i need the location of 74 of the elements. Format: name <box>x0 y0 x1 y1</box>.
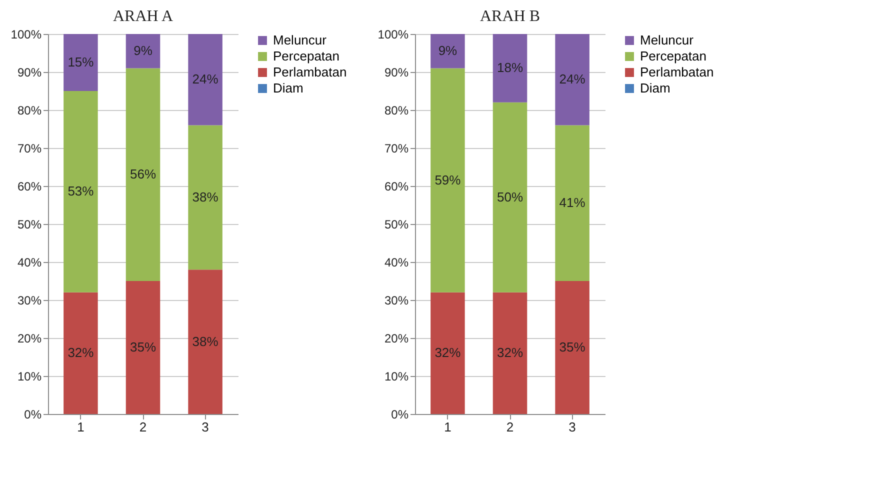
bar <box>188 125 222 270</box>
chart-title: ARAH B <box>480 8 540 25</box>
data-label: 56% <box>130 166 156 182</box>
y-tick-label: 20% <box>17 332 42 346</box>
x-tick-label: 1 <box>444 420 452 434</box>
bar <box>64 34 98 91</box>
y-tick-label: 10% <box>17 370 42 384</box>
y-tick-label: 40% <box>384 256 409 270</box>
data-label: 38% <box>192 189 219 204</box>
bar <box>430 68 465 292</box>
bar <box>555 125 590 281</box>
y-tick-label: 40% <box>17 256 42 270</box>
data-label: 24% <box>192 72 219 87</box>
x-tick-label: 3 <box>202 420 209 434</box>
legend-label: Percepatan <box>273 48 340 64</box>
bar <box>492 292 528 414</box>
y-tick-label: 60% <box>17 180 42 194</box>
bar <box>555 281 590 414</box>
bar <box>126 34 160 68</box>
data-label: 35% <box>130 340 156 354</box>
data-label: 18% <box>496 60 524 76</box>
y-tick-label: 90% <box>384 66 409 80</box>
bar <box>492 102 528 292</box>
bar <box>188 34 222 126</box>
y-tick-label: 0% <box>391 408 409 422</box>
x-tick-label: 3 <box>568 420 576 434</box>
legend-label: Perlambatan <box>273 64 347 80</box>
chart-title: ARAH A <box>112 8 174 25</box>
data-label: 41% <box>559 195 586 210</box>
x-tick-label: 2 <box>139 420 147 434</box>
y-tick-label: 0% <box>24 408 42 422</box>
y-tick-label: 90% <box>17 66 42 80</box>
bar <box>64 91 98 292</box>
bar <box>492 34 528 102</box>
data-label: 38% <box>192 334 219 349</box>
data-label: 15% <box>68 54 94 70</box>
y-tick-label: 30% <box>17 294 42 308</box>
y-tick-label: 100% <box>378 28 409 42</box>
data-label: 32% <box>68 345 94 360</box>
bar <box>126 68 160 281</box>
y-tick-label: 70% <box>17 142 42 156</box>
y-tick-label: 50% <box>384 218 409 232</box>
bar <box>64 292 98 414</box>
y-tick-label: 50% <box>17 218 42 232</box>
bar <box>430 292 465 414</box>
bar <box>430 34 465 68</box>
data-label: 9% <box>438 43 458 58</box>
y-tick-label: 100% <box>10 28 42 42</box>
bar <box>188 270 222 414</box>
y-tick-label: 20% <box>384 332 409 346</box>
legend-label: Perlambatan <box>640 64 714 80</box>
y-tick-label: 80% <box>384 104 409 118</box>
data-label: 50% <box>496 189 524 204</box>
data-label: 35% <box>559 340 586 354</box>
legend-label: Meluncur <box>640 32 694 48</box>
x-tick-label: 2 <box>506 420 514 434</box>
legend-label: Diam <box>640 80 670 96</box>
legend-label: Diam <box>273 80 304 96</box>
data-label: 9% <box>134 43 153 58</box>
y-tick-label: 30% <box>384 294 409 308</box>
data-label: 32% <box>434 345 462 360</box>
y-tick-label: 60% <box>384 180 409 194</box>
data-label: 59% <box>434 172 462 188</box>
legend-label: Percepatan <box>640 48 706 64</box>
y-tick-label: 10% <box>384 370 409 384</box>
y-tick-label: 80% <box>17 104 42 118</box>
data-label: 53% <box>68 184 94 199</box>
bar <box>126 281 160 414</box>
bar <box>555 34 590 126</box>
x-tick-label: 1 <box>77 420 84 434</box>
data-label: 32% <box>496 345 524 360</box>
legend-label: Meluncur <box>273 32 328 48</box>
data-label: 24% <box>559 72 586 87</box>
y-tick-label: 70% <box>384 142 409 156</box>
